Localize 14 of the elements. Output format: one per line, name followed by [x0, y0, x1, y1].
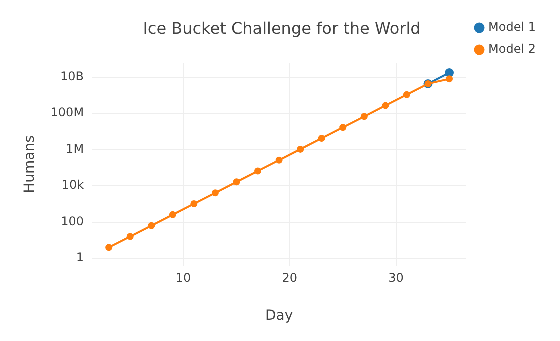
- x-tick-label: 30: [388, 271, 404, 286]
- y-tick-label: 10B: [60, 69, 84, 84]
- chart-title: Ice Bucket Challenge for the World: [143, 18, 421, 38]
- y-tick-label: 100M: [50, 106, 84, 120]
- legend-label: Model 1: [488, 20, 536, 34]
- y-tick-label: 1M: [66, 142, 84, 156]
- x-tick-label: 10: [176, 271, 192, 286]
- y-tick-label: 1: [76, 250, 84, 265]
- legend-label: Model 2: [488, 42, 536, 56]
- y-tick-label: 10k: [62, 178, 84, 192]
- x-tick-label: 20: [282, 271, 298, 286]
- x-axis-title: Day: [265, 308, 294, 324]
- y-tick-label: 100: [61, 214, 84, 228]
- y-axis-title: Humans: [22, 136, 38, 194]
